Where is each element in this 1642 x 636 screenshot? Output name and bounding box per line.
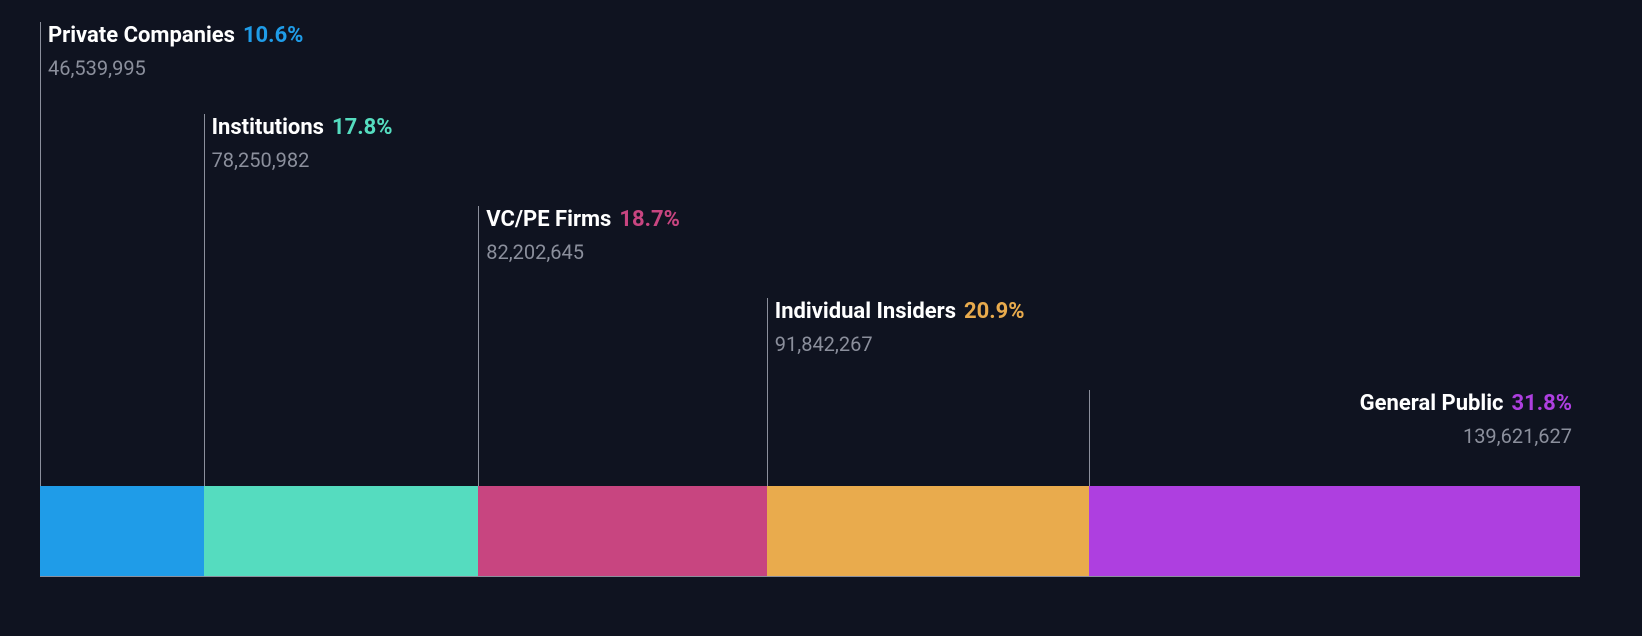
segment-percent: 20.9% bbox=[964, 299, 1025, 324]
segment-value: 46,539,995 bbox=[48, 56, 303, 81]
segment-percent: 10.6% bbox=[243, 23, 304, 48]
chart-bar-track bbox=[40, 486, 1580, 576]
segment-percent: 18.7% bbox=[619, 207, 680, 232]
tick-line bbox=[204, 114, 205, 486]
tick-line bbox=[40, 22, 41, 486]
chart-label-area: Private Companies 10.6% 46,539,995 Institu… bbox=[40, 16, 1580, 486]
bar-segment bbox=[204, 486, 479, 576]
segment-label: Private Companies 10.6% 46,539,995 bbox=[48, 22, 303, 81]
segment-value: 78,250,982 bbox=[212, 148, 393, 173]
segment-percent: 17.8% bbox=[332, 115, 393, 140]
bar-segment bbox=[767, 486, 1090, 576]
segment-percent: 31.8% bbox=[1511, 391, 1572, 416]
segment-label: VC/PE Firms 18.7% 82,202,645 bbox=[486, 206, 680, 265]
bar-segment bbox=[1089, 486, 1580, 576]
segment-name: General Public bbox=[1360, 391, 1504, 416]
segment-name: Institutions bbox=[212, 115, 324, 140]
tick-line bbox=[1089, 390, 1090, 486]
segment-label: Institutions 17.8% 78,250,982 bbox=[212, 114, 393, 173]
bar-segment bbox=[478, 486, 767, 576]
segment-label: Individual Insiders 20.9% 91,842,267 bbox=[775, 298, 1025, 357]
segment-name: Private Companies bbox=[48, 23, 235, 48]
ownership-breakdown-chart: Private Companies 10.6% 46,539,995 Institu… bbox=[40, 16, 1580, 596]
chart-baseline bbox=[40, 576, 1580, 577]
tick-line bbox=[767, 298, 768, 486]
segment-label: General Public 31.8% 139,621,627 bbox=[1360, 390, 1572, 449]
segment-name: VC/PE Firms bbox=[486, 207, 611, 232]
segment-value: 91,842,267 bbox=[775, 332, 1025, 357]
bar-segment bbox=[40, 486, 204, 576]
tick-line bbox=[478, 206, 479, 486]
segment-value: 139,621,627 bbox=[1360, 424, 1572, 449]
segment-value: 82,202,645 bbox=[486, 240, 680, 265]
segment-name: Individual Insiders bbox=[775, 299, 956, 324]
